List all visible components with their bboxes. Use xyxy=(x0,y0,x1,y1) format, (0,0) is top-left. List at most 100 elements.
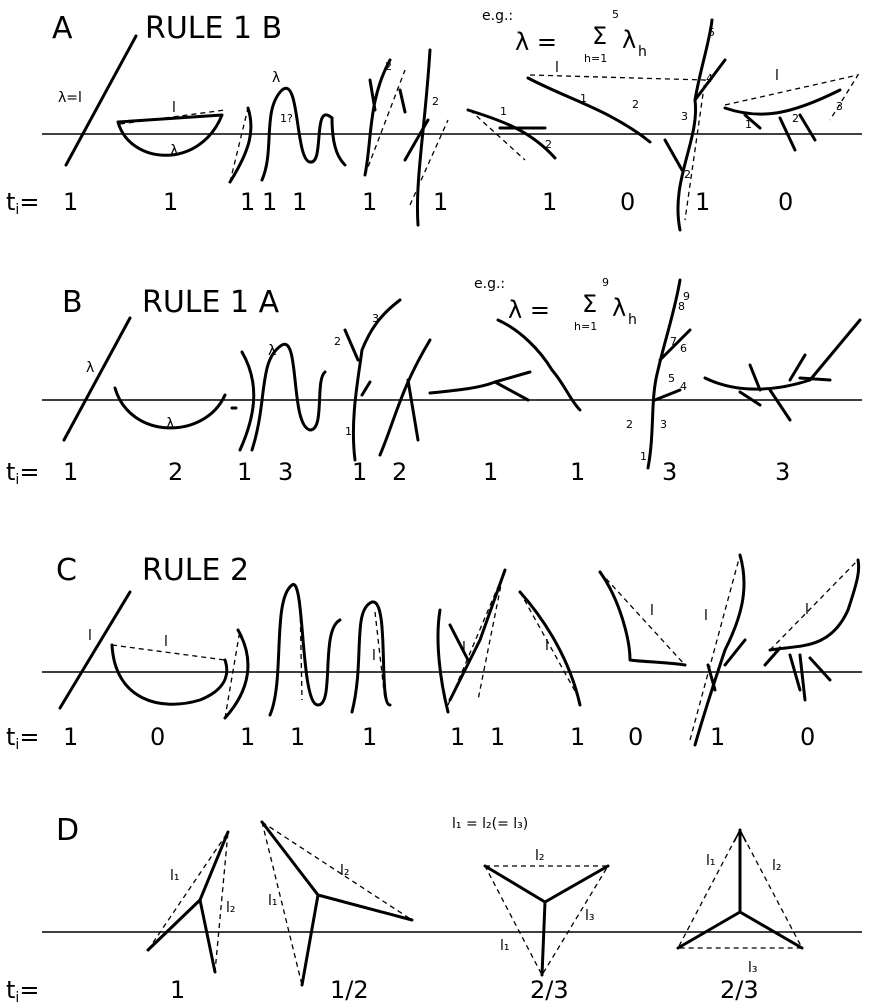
a-num-12: 2 xyxy=(792,112,799,125)
b-ti-5: 2 xyxy=(392,458,407,486)
c-branch-3 xyxy=(598,570,687,667)
b-ti-2: 1 xyxy=(237,458,252,486)
b-branch-2 xyxy=(378,338,432,457)
b-eg-tree xyxy=(646,278,692,470)
a-ti-6: 1 xyxy=(433,188,448,216)
c-ti-6: 1 xyxy=(490,723,505,751)
b-ti-9: 3 xyxy=(775,458,790,486)
panel-c: C RULE 2 l l l l l l l l l ti= 1 0 xyxy=(6,553,862,753)
d-l-2: l₂ xyxy=(226,900,236,916)
d-ti-0: 1 xyxy=(170,976,185,1004)
panel-b-eq-lhs: λ = xyxy=(508,296,550,324)
panel-b-rule: RULE 1 A xyxy=(142,285,280,320)
c-ti-4: 1 xyxy=(362,723,377,751)
panel-a-lambda-eq-l: λ=l xyxy=(58,90,82,106)
c-ti-9: 1 xyxy=(710,723,725,751)
d-ti-2: 2/3 xyxy=(530,976,569,1004)
b-arc xyxy=(113,386,227,430)
b-fan xyxy=(703,318,862,422)
panel-a: A RULE 1 B e.g.: λ = Σ 5 h=1 λ h λ=l l λ… xyxy=(6,8,862,232)
a-branch-1-chord xyxy=(364,69,406,176)
panel-b-eq-term: λ xyxy=(612,294,626,322)
d-ti-3: 2/3 xyxy=(720,976,759,1004)
b-num-5: 5 xyxy=(668,372,675,385)
a-ti-1: 1 xyxy=(163,188,178,216)
a-num-3: 1 xyxy=(500,105,507,118)
panel-b-eq-top: 9 xyxy=(602,276,609,289)
panel-b-eg: e.g.: xyxy=(474,276,505,292)
b-num-3: 3 xyxy=(660,418,667,431)
a-ti-9: 1 xyxy=(695,188,710,216)
c-l-1: l xyxy=(88,628,92,644)
c-l-8: l xyxy=(704,608,708,624)
panel-c-rule: RULE 2 xyxy=(142,553,249,588)
c-l-6: l xyxy=(545,638,549,654)
panel-d-condition: l₁ = l₂(= l₃) xyxy=(452,816,528,832)
a-branch-2-chord xyxy=(409,119,449,206)
d-shape-4-arrow xyxy=(733,828,747,843)
b-ti-3: 3 xyxy=(278,458,293,486)
d-shape-4 xyxy=(676,828,804,950)
d-shape-1-chords xyxy=(147,831,229,973)
panel-b-eq-bottom: h=1 xyxy=(574,320,597,333)
c-ti-2: 1 xyxy=(240,723,255,751)
c-l-4: l xyxy=(372,648,376,664)
a-num-4: 2 xyxy=(545,138,552,151)
a-fan-chords xyxy=(724,74,860,121)
d-shape-2 xyxy=(260,820,414,987)
b-num-2: 3 xyxy=(372,312,379,325)
c-fan xyxy=(763,558,861,702)
b-num-7: 7 xyxy=(670,335,677,348)
b-num-1b: 1 xyxy=(640,450,647,463)
panel-d-letter: D xyxy=(56,813,79,848)
a-branch-2-sub xyxy=(398,88,430,162)
panel-b-eq-sigma: Σ xyxy=(582,290,597,318)
c-seg-3 xyxy=(223,628,250,720)
c-arc xyxy=(110,643,229,706)
a-num-11: 1 xyxy=(745,118,752,131)
a-l-1: l xyxy=(172,100,176,116)
panel-b-letter: B xyxy=(62,285,83,320)
c-seg-3-chord xyxy=(224,629,241,719)
b-ti-6: 1 xyxy=(483,458,498,486)
a-branch-2 xyxy=(415,48,432,227)
d-l-1: l₁ xyxy=(170,868,180,884)
a-ti-5: 1 xyxy=(362,188,377,216)
b-branch-1 xyxy=(343,298,402,462)
c-meander-2 xyxy=(350,600,392,714)
panel-a-eq-sub: h xyxy=(638,44,647,60)
a-meander-end xyxy=(330,116,347,167)
c-ti-values: 1 0 1 1 1 1 1 1 0 1 0 xyxy=(63,723,815,751)
d-shape-1 xyxy=(146,830,230,974)
panel-d: D l₁ = l₂(= l₃) l₁ l₂ l₁ l₂ l₂ l₃ l₁ l₁ … xyxy=(6,813,862,1006)
b-ti-1: 2 xyxy=(168,458,183,486)
d-shape-4-chords xyxy=(676,828,804,949)
a-l-2: l xyxy=(555,60,559,76)
a-eg-tree-chords xyxy=(529,74,706,221)
b-num-6: 6 xyxy=(680,342,687,355)
b-num-2: 2 xyxy=(626,418,633,431)
c-l-3: l xyxy=(300,628,304,644)
d-l-7: l₁ xyxy=(500,938,510,954)
a-fan xyxy=(723,88,842,152)
a-ti-3: 1 xyxy=(262,188,277,216)
a-seg-3 xyxy=(228,106,253,184)
c-l-7: l xyxy=(650,603,654,619)
panel-a-eq-lhs: λ = xyxy=(515,28,557,56)
c-branch-3-chord xyxy=(599,571,686,666)
c-ti-label: ti= xyxy=(6,723,39,753)
a-l-3: l xyxy=(775,68,779,84)
d-l-8: l₁ xyxy=(706,853,716,869)
a-straight-segment xyxy=(64,34,138,167)
panel-a-rule: RULE 1 B xyxy=(145,11,282,46)
b-ti-0: 1 xyxy=(63,458,78,486)
c-branch-4 xyxy=(693,553,747,747)
d-ti-label: ti= xyxy=(6,976,39,1006)
d-l-9: l₂ xyxy=(772,858,782,874)
c-branch-2-chord xyxy=(519,591,581,701)
a-num-qmark: 1? xyxy=(280,112,293,125)
c-l-5: l xyxy=(462,640,466,656)
a-ti-values: 1 1 1 1 1 1 1 1 0 1 0 xyxy=(63,188,793,216)
c-arc-chord xyxy=(111,644,226,661)
